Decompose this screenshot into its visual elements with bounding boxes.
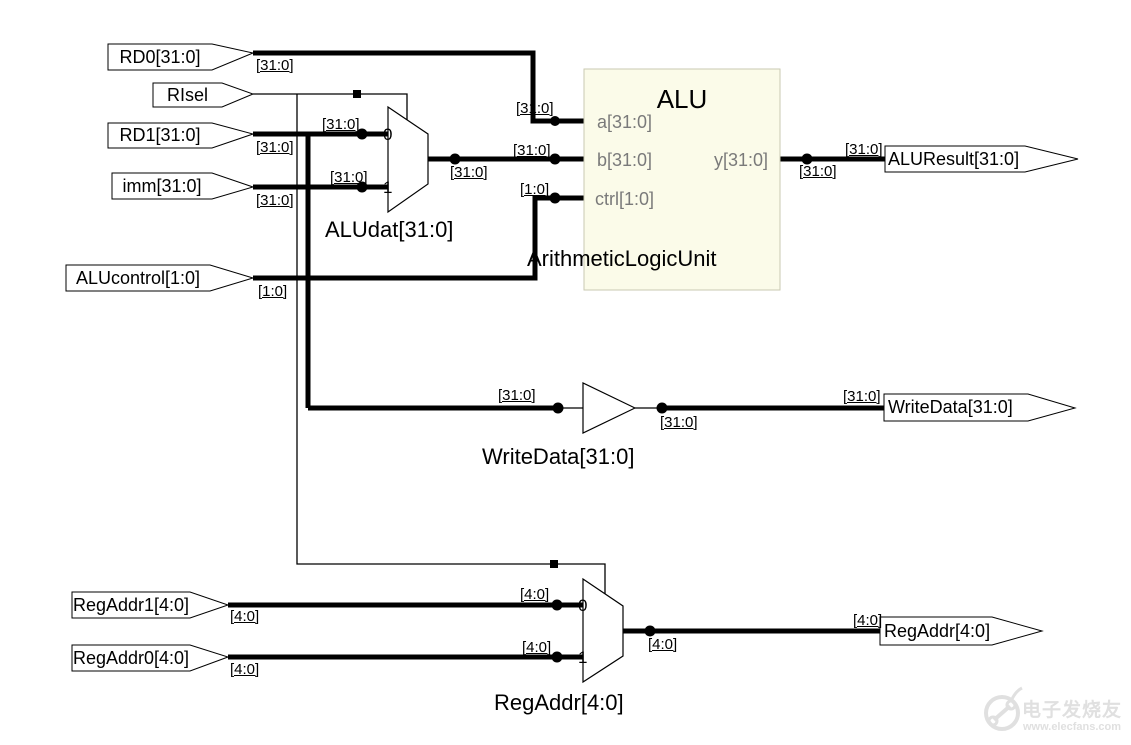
net-junctions [353,90,813,663]
junction-dot [656,402,668,414]
bus-width-label: [31:0] [322,116,360,133]
junction-dot [356,128,368,140]
writedata-buffer-symbol [582,382,637,434]
junction-dot [801,153,813,165]
watermark-brand: 电子发烧友 [1022,700,1123,721]
alu-block-body [583,68,781,291]
input-tag-rd0 [107,43,255,71]
output-tag-regaddr [879,616,1044,646]
regaddr-mux-input0-digit: 0 [578,596,588,615]
watermark-url: www.elecfans.com [1023,721,1122,733]
bus-width-label: [31:0] [256,192,294,209]
select-wires [253,93,662,594]
input-tag-risel [152,82,255,108]
alu-pin-a: a[31:0] [597,112,653,132]
junction-dot [551,599,563,611]
port-tags [65,43,1079,672]
bus-width-label: [4:0] [648,636,678,653]
aludat-mux-label: ALUdat[31:0] [325,217,454,242]
alu-instance-label: ArithmeticLogicUnit [527,246,717,271]
port-label-regaddr0: RegAddr0[4:0] [72,647,190,668]
port-label-rd1: RD1[31:0] [119,125,201,145]
wire-risel-to-regaddr-mux [296,94,606,594]
junction-dot [550,116,560,126]
junction-dot [552,402,564,414]
port-label-writedata-out: WriteData[31:0] [888,397,1013,417]
component-symbols [387,105,637,684]
bus-width-label: [31:0] [498,387,536,404]
net-marker-square [550,560,558,568]
port-label-risel: RIsel [166,84,208,105]
port-label-rd0: RD0[31:0] [119,46,201,67]
bus-width-label: [31:0] [516,100,554,117]
aludat-mux-input1-digit: 1 [383,178,393,197]
writedata-buffer-label: WriteData[31:0] [482,444,635,469]
bus-width-label: [31:0] [845,141,883,158]
bus-width-label: [4:0] [522,639,552,656]
bus-width-label: [31:0] [799,163,837,180]
junction-dot [551,651,563,663]
elecfans-logo-icon [984,686,1023,731]
input-tag-rd1 [107,122,255,149]
aludat-mux-input0-digit: 0 [383,125,393,144]
bus-width-label: [1:0] [258,283,288,300]
alu-pin-y: y[31:0] [713,150,768,170]
bus-width-label: [31:0] [450,164,488,181]
port-label-alucontrol: ALUcontrol[1:0] [75,267,201,288]
port-label-aluresult: ALUResult[31:0] [888,148,1020,169]
bus-width-label: [31:0] [513,142,551,159]
input-tag-regaddr1 [71,591,230,619]
regaddr-mux-input1-digit: 1 [578,648,588,667]
junction-dot [356,181,368,193]
junction-dot [549,153,561,165]
bus-width-label: [1:0] [520,181,550,198]
regaddr-mux-label: RegAddr[4:0] [494,690,624,715]
port-label-regaddr-out: RegAddr[4:0] [884,620,991,641]
junction-dot [644,625,656,637]
bus-width-label: [31:0] [660,414,698,431]
bus-width-label: [31:0] [330,169,368,186]
junction-dot [549,192,561,204]
bus-width-label: [4:0] [520,586,550,603]
bus-width-label: [4:0] [230,608,260,625]
port-label-regaddr1: RegAddr1[4:0] [72,594,190,615]
port-label-imm: imm[31:0] [122,175,202,196]
regaddr-mux-symbol [582,577,624,684]
input-tag-alucontrol [65,264,255,292]
aludat-mux-symbol [387,105,429,214]
input-tag-imm [111,172,255,200]
input-tag-regaddr0 [71,644,230,672]
bus-width-label: [4:0] [853,612,883,629]
bus-width-label: [31:0] [256,139,294,156]
net-marker-square [353,90,361,98]
alu-pin-ctrl: ctrl[1:0] [595,189,655,209]
alu-pin-b: b[31:0] [597,150,653,170]
alu-title: ALU [656,84,708,114]
output-tag-writedata [883,393,1077,422]
output-tag-aluresult [884,145,1079,173]
wire-risel-to-aludat-mux [253,93,408,120]
bus-width-label: [4:0] [230,661,260,678]
junction-dot [449,153,461,165]
bus-width-label: [31:0] [843,388,881,405]
bus-width-label: [31:0] [256,57,294,74]
